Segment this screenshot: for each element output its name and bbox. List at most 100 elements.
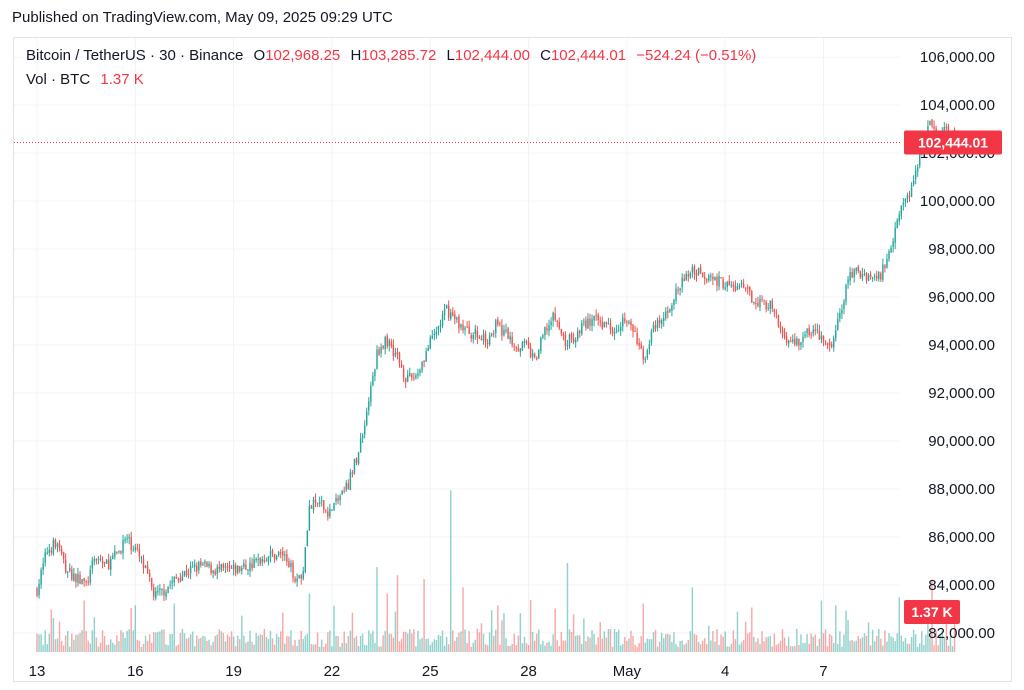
candle-body[interactable]: [460, 324, 462, 328]
candle-body[interactable]: [841, 309, 843, 314]
candle-body[interactable]: [505, 329, 507, 331]
candle-body[interactable]: [675, 288, 677, 301]
candle-body[interactable]: [114, 550, 116, 557]
candle-body[interactable]: [683, 278, 685, 282]
candle-body[interactable]: [599, 320, 601, 323]
candle-body[interactable]: [802, 336, 804, 342]
candle-body[interactable]: [480, 339, 483, 341]
candle-body[interactable]: [236, 565, 239, 573]
candle-body[interactable]: [523, 340, 526, 344]
candle-body[interactable]: [888, 251, 890, 260]
candle-body[interactable]: [646, 350, 649, 358]
candle-body[interactable]: [347, 483, 350, 490]
candle-body[interactable]: [810, 334, 812, 336]
symbol-name[interactable]: Bitcoin / TetherUS · 30 · Binance: [26, 47, 244, 64]
candle-body[interactable]: [372, 375, 374, 386]
candle-body[interactable]: [286, 553, 288, 562]
candle-body[interactable]: [296, 578, 298, 582]
candle-body[interactable]: [787, 340, 790, 344]
candle-body[interactable]: [482, 334, 485, 341]
candle-body[interactable]: [163, 589, 165, 596]
candle-body[interactable]: [169, 584, 171, 586]
candle-body[interactable]: [259, 558, 261, 564]
candle-body[interactable]: [943, 126, 946, 133]
candle-body[interactable]: [867, 275, 870, 281]
candle-body[interactable]: [853, 269, 855, 278]
candle-body[interactable]: [218, 566, 221, 569]
candle-body[interactable]: [165, 592, 167, 597]
candle-body[interactable]: [298, 575, 300, 579]
candle-body[interactable]: [181, 575, 184, 581]
candle-body[interactable]: [902, 202, 905, 205]
candle-body[interactable]: [822, 335, 825, 343]
candle-body[interactable]: [583, 321, 585, 323]
candle-body[interactable]: [456, 317, 458, 320]
candle-body[interactable]: [634, 331, 636, 333]
candle-body[interactable]: [665, 311, 667, 319]
candle-body[interactable]: [132, 550, 134, 552]
candle-body[interactable]: [499, 323, 501, 325]
candle-body[interactable]: [564, 335, 567, 346]
candle-body[interactable]: [159, 588, 161, 591]
candle-body[interactable]: [167, 586, 169, 593]
candle-body[interactable]: [234, 565, 237, 574]
candle-body[interactable]: [755, 302, 757, 304]
candle-body[interactable]: [736, 286, 739, 290]
candle-body[interactable]: [384, 337, 386, 350]
candle-body[interactable]: [638, 342, 640, 346]
candle-body[interactable]: [816, 329, 819, 331]
candle-body[interactable]: [421, 361, 423, 371]
candle-body[interactable]: [452, 312, 454, 316]
candle-body[interactable]: [601, 322, 604, 329]
candle-body[interactable]: [81, 579, 83, 584]
candle-body[interactable]: [142, 559, 145, 569]
candle-body[interactable]: [589, 318, 591, 326]
candle-body[interactable]: [99, 559, 102, 561]
candle-body[interactable]: [636, 332, 638, 345]
candle-body[interactable]: [474, 329, 477, 335]
candle-body[interactable]: [351, 472, 354, 475]
candle-body[interactable]: [435, 331, 438, 335]
candle-body[interactable]: [198, 561, 200, 571]
candle-body[interactable]: [173, 576, 175, 582]
candle-body[interactable]: [124, 539, 126, 541]
candle-body[interactable]: [275, 556, 278, 560]
candle-body[interactable]: [361, 435, 364, 439]
candle-body[interactable]: [728, 281, 730, 286]
candle-body[interactable]: [392, 344, 395, 357]
candle-body[interactable]: [595, 315, 597, 317]
candle-body[interactable]: [746, 287, 749, 289]
candle-body[interactable]: [40, 569, 42, 585]
candle-body[interactable]: [312, 500, 315, 510]
candle-body[interactable]: [140, 557, 143, 559]
candle-body[interactable]: [832, 338, 835, 348]
candle-body[interactable]: [597, 314, 599, 321]
candle-body[interactable]: [64, 559, 67, 573]
candle-body[interactable]: [187, 573, 190, 575]
candle-body[interactable]: [406, 375, 409, 382]
candle-body[interactable]: [95, 559, 98, 561]
candle-body[interactable]: [245, 564, 247, 570]
candle-body[interactable]: [271, 550, 274, 553]
candle-body[interactable]: [325, 510, 327, 512]
candle-body[interactable]: [255, 558, 257, 561]
candle-body[interactable]: [605, 322, 608, 325]
candle-body[interactable]: [517, 347, 520, 351]
candle-body[interactable]: [857, 266, 860, 272]
candle-body[interactable]: [560, 329, 563, 334]
candle-body[interactable]: [318, 501, 321, 504]
candle-body[interactable]: [189, 566, 192, 574]
candle-body[interactable]: [663, 318, 665, 321]
candle-body[interactable]: [60, 549, 63, 554]
candle-body[interactable]: [42, 563, 44, 570]
candle-body[interactable]: [148, 573, 151, 577]
candle-body[interactable]: [470, 335, 472, 339]
candle-body[interactable]: [896, 219, 898, 228]
candle-body[interactable]: [617, 329, 620, 331]
candle-body[interactable]: [777, 314, 780, 326]
candle-body[interactable]: [794, 338, 796, 345]
candle-body[interactable]: [566, 345, 569, 347]
candle-body[interactable]: [546, 328, 548, 331]
candle-body[interactable]: [738, 285, 741, 287]
candle-body[interactable]: [222, 564, 225, 568]
